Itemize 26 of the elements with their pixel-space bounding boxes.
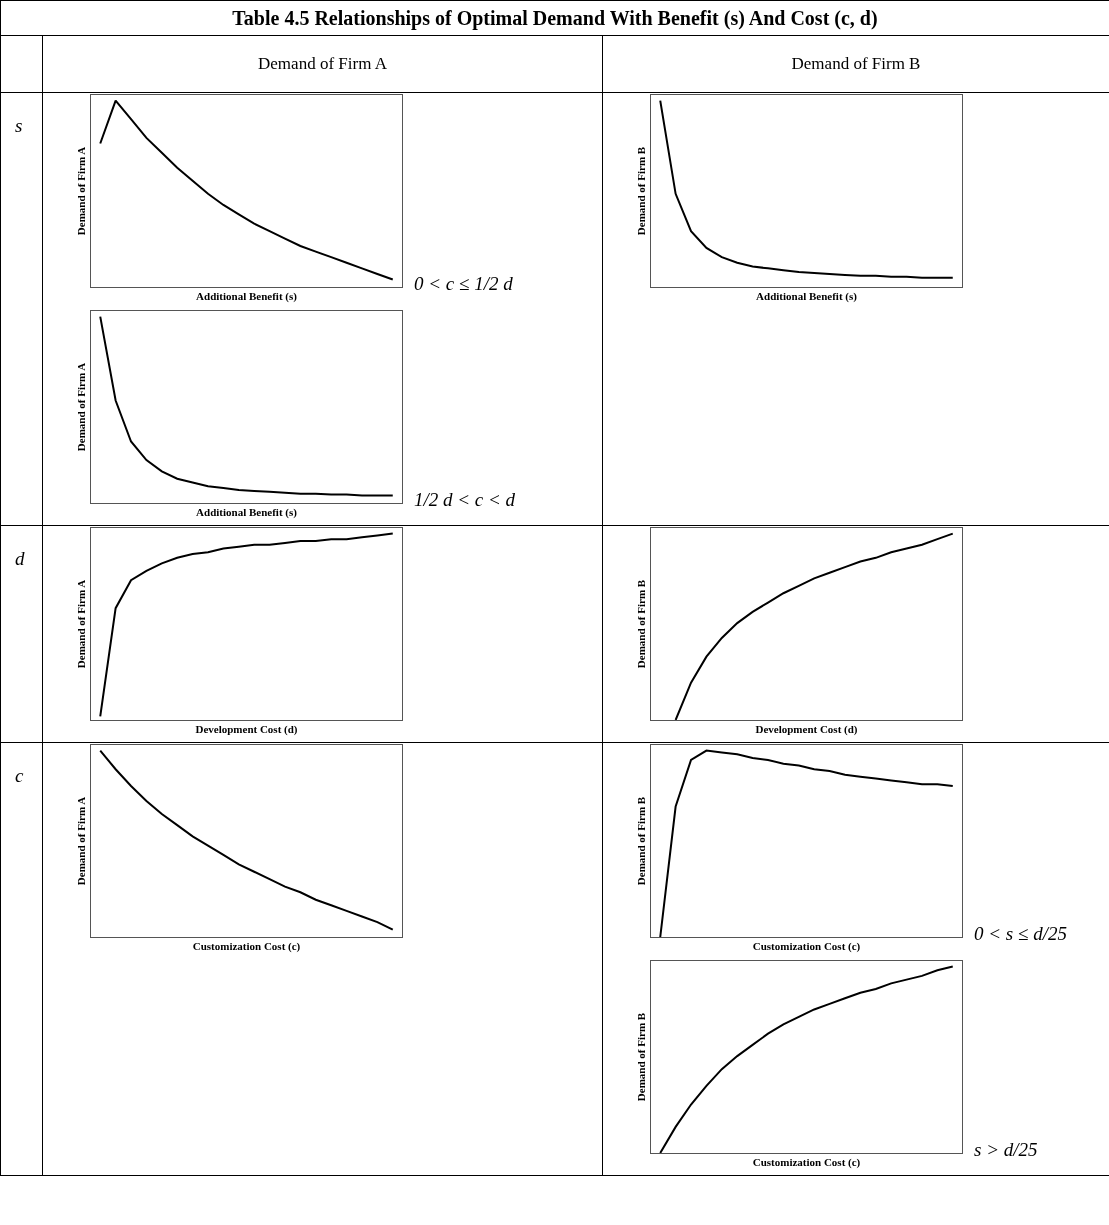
- y-axis-title: Demand of Firm B: [634, 796, 647, 886]
- text: s > d/25: [974, 1139, 1038, 1160]
- x-axis-title: Customization Cost (c): [752, 1155, 861, 1169]
- text: 0 < c ≤ 1/2 d: [414, 273, 513, 294]
- text: Demand of Firm A: [42, 35, 603, 93]
- text: s: [0, 92, 43, 526]
- text: Table 4.5 Relationships of Optimal Demand With Benefit (s) And Cost (c, d): [0, 0, 1109, 36]
- y-axis-title: Demand of Firm A: [74, 796, 87, 886]
- x-axis-title: Development Cost (d): [195, 722, 298, 736]
- y-axis-title: Demand of Firm B: [634, 146, 647, 236]
- x-axis-title: Additional Benefit (s): [756, 289, 858, 303]
- y-axis-title: Demand of Firm B: [634, 579, 647, 669]
- text: Demand of Firm B: [602, 35, 1109, 93]
- y-axis-title: Demand of Firm A: [74, 146, 87, 236]
- y-axis-title: Demand of Firm B: [634, 1012, 647, 1102]
- text: 1/2 d < c < d: [414, 489, 516, 510]
- text: c: [0, 742, 43, 1176]
- text: 0 < s ≤ d/25: [974, 923, 1067, 944]
- x-axis-title: Additional Benefit (s): [196, 289, 298, 303]
- x-axis-title: Customization Cost (c): [192, 939, 301, 953]
- y-axis-title: Demand of Firm A: [74, 362, 87, 452]
- x-axis-title: Additional Benefit (s): [196, 505, 298, 519]
- x-axis-title: Development Cost (d): [755, 722, 858, 736]
- y-axis-title: Demand of Firm A: [74, 579, 87, 669]
- x-axis-title: Customization Cost (c): [752, 939, 861, 953]
- text: d: [0, 525, 43, 743]
